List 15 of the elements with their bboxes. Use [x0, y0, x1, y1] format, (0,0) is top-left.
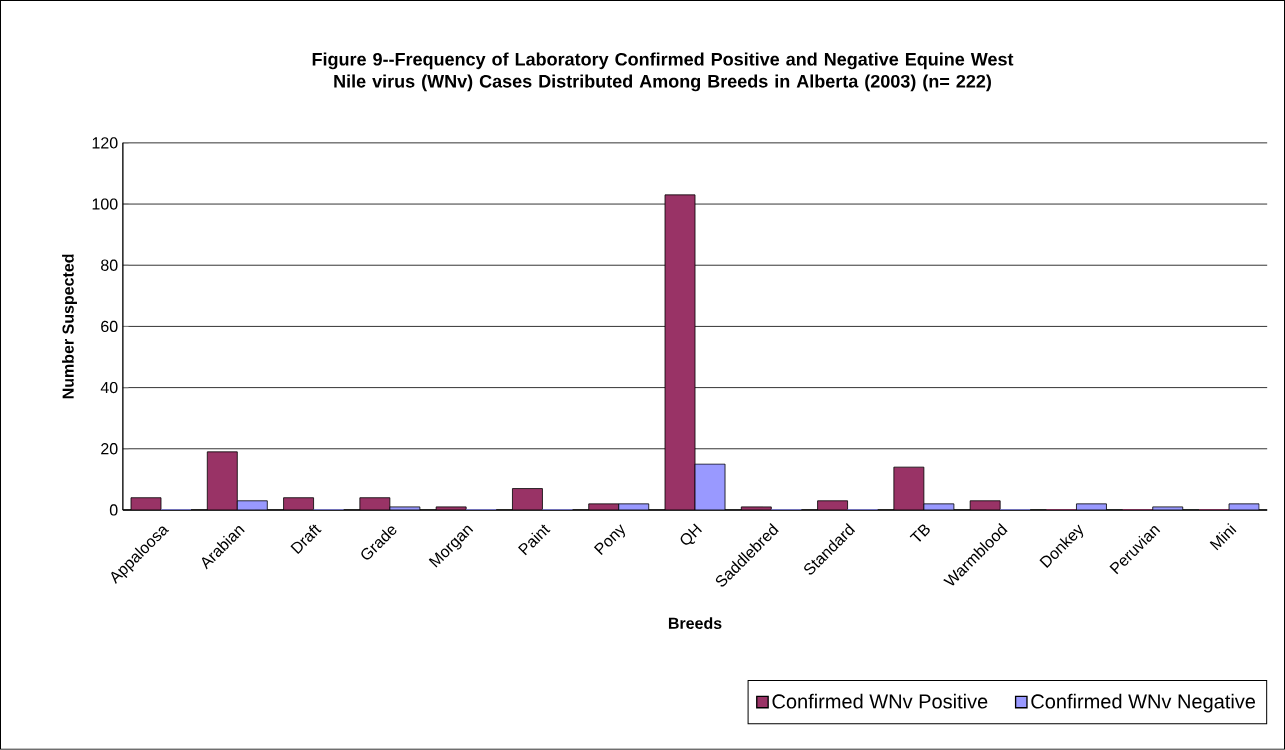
y-tick-label: 80 [101, 259, 118, 271]
x-tick-label: TB [909, 524, 930, 542]
x-axis-title: Breeds [668, 617, 722, 630]
y-tick-label: 100 [92, 198, 118, 210]
y-tick-label: 60 [101, 320, 118, 333]
y-tick-label: 120 [92, 137, 118, 149]
y-tick-label: 0 [109, 504, 118, 516]
y-tick-label: 20 [101, 443, 118, 455]
y-axis-title: Number Suspected [62, 254, 77, 399]
chart-title: Figure 9--Frequency of Laboratory Confirmed Positive and Negative Equine West Nile virus (WNv) Cases Distributed Among Breeds in Alberta (2003) (n= 222) [312, 52, 1014, 92]
legend-label: Confirmed WNv Positive [772, 693, 988, 709]
y-tick-label: 40 [100, 382, 118, 394]
x-tick-label: QH [680, 523, 702, 545]
legend-label: Confirmed WNv Negative [1031, 693, 1256, 713]
x-tick-label: Mini [1209, 523, 1237, 551]
